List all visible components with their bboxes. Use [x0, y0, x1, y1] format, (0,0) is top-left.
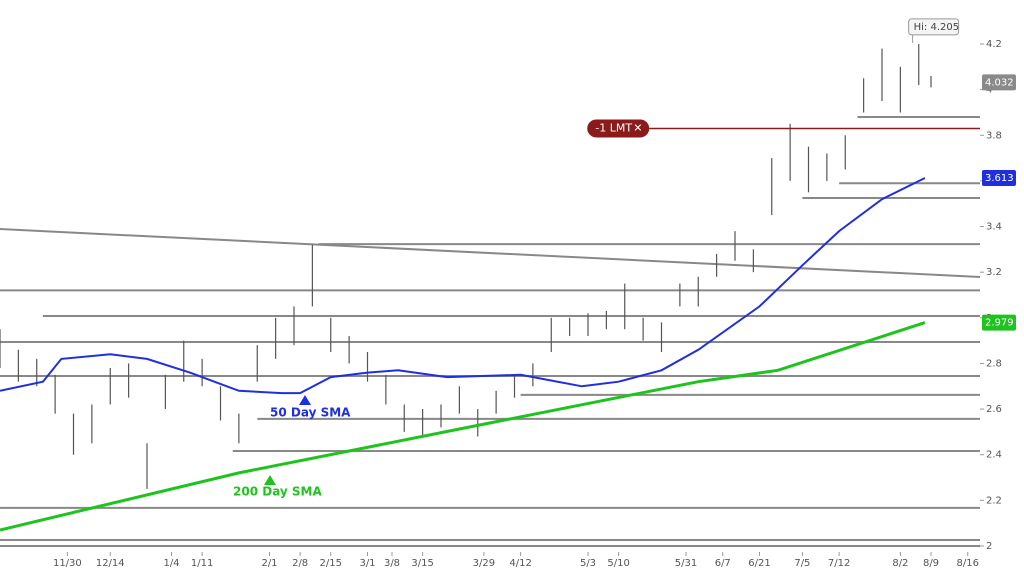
sma-line [0, 321, 926, 532]
sma-label: 200 Day SMA [233, 485, 323, 499]
x-tick-label: 6/21 [748, 558, 770, 569]
sma-line [0, 177, 926, 395]
y-tick-label: 2.8 [986, 358, 1002, 369]
price-tag-label: 2.979 [985, 318, 1014, 329]
y-tick-label: 4.2 [986, 39, 1002, 50]
sma-label: 50 Day SMA [270, 406, 351, 420]
x-tick-label: 3/1 [359, 558, 375, 569]
order-cancel[interactable]: ✕ [633, 121, 642, 134]
price-tag-label: 4.032 [985, 77, 1014, 88]
x-tick-label: 2/15 [320, 558, 342, 569]
price-tag [982, 314, 1016, 331]
y-tick-label: 2.6 [986, 404, 1002, 415]
x-tick-label: 4/12 [509, 558, 531, 569]
x-tick-label: 5/3 [580, 558, 596, 569]
x-tick-label: 2/8 [292, 558, 308, 569]
x-tick-label: 5/10 [607, 558, 629, 569]
sma-marker [264, 475, 276, 485]
x-tick-label: 1/4 [163, 558, 179, 569]
x-tick-label: 3/29 [473, 558, 495, 569]
x-tick-label: 11/30 [53, 558, 82, 569]
x-tick-label: 3/8 [384, 558, 400, 569]
x-tick-label: 3/15 [411, 558, 433, 569]
order-label: -1 LMT [595, 121, 632, 134]
price-tag-label: 3.613 [985, 173, 1014, 184]
x-tick-label: 12/14 [96, 558, 125, 569]
plot-area [0, 44, 980, 547]
y-tick-label: 3.2 [986, 267, 1002, 278]
y-tick-label: 2.2 [986, 495, 1002, 506]
y-tick-label: 2.4 [986, 450, 1002, 461]
x-tick-label: 7/5 [794, 558, 810, 569]
price-tag [982, 74, 1016, 91]
x-tick-label: 6/7 [715, 558, 731, 569]
order-box [587, 119, 650, 138]
high-label: Hi: 4.205 [914, 22, 959, 33]
x-tick-label: 5/31 [675, 558, 697, 569]
x-tick-label: 2/1 [261, 558, 277, 569]
x-tick-label: 8/2 [892, 558, 908, 569]
high-box [908, 18, 960, 36]
x-tick-label: 8/9 [923, 558, 939, 569]
trendline [0, 228, 980, 278]
price-tag [982, 169, 1016, 186]
y-tick-label: 3.8 [986, 130, 1002, 141]
sma-marker [299, 395, 311, 405]
x-tick-label: 1/11 [191, 558, 213, 569]
y-tick-label: 3.4 [986, 222, 1002, 233]
x-tick-label: 8/16 [957, 558, 979, 569]
x-tick-label: 7/12 [828, 558, 850, 569]
y-tick-label: 2 [986, 541, 992, 552]
